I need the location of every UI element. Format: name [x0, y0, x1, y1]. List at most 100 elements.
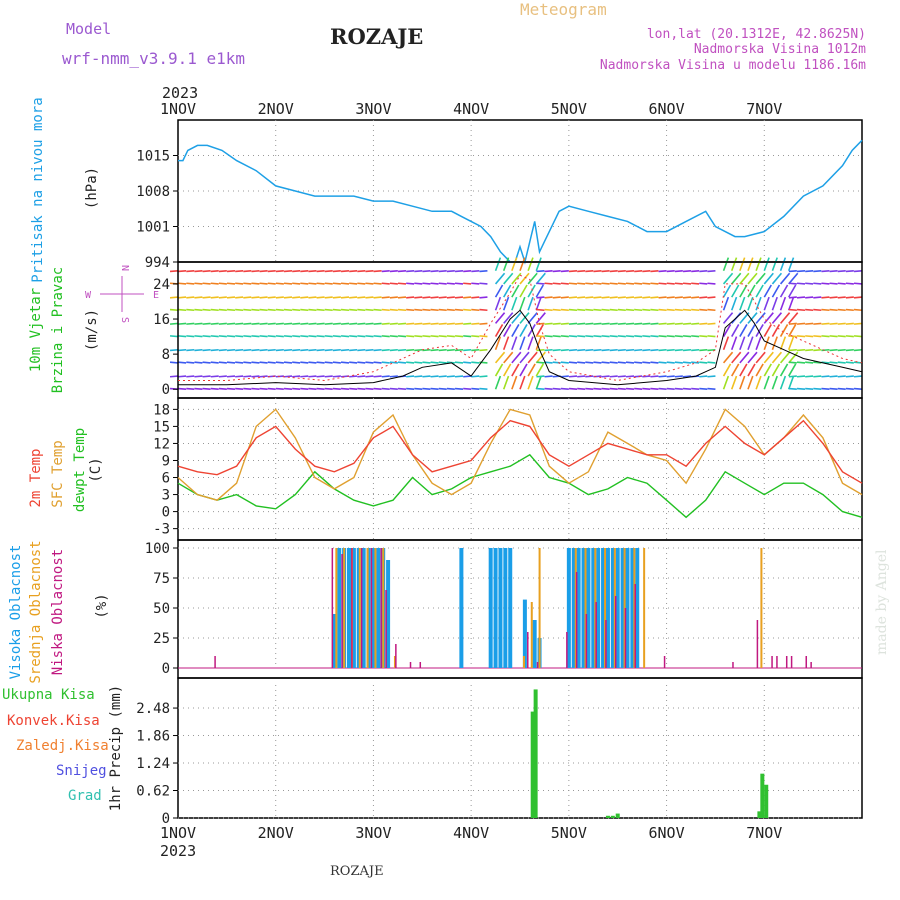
wind-arrow [251, 282, 260, 285]
wind-arrow [691, 308, 700, 312]
wind-arrow [617, 282, 626, 285]
wind-arrow [707, 269, 716, 273]
precip-bar [605, 815, 610, 818]
wind-arrow [316, 269, 325, 273]
wind-arrow [178, 269, 187, 273]
wind-arrow [202, 296, 211, 299]
wind-arrow [813, 308, 822, 312]
wind-arrow [218, 348, 227, 352]
wind-arrow [267, 322, 276, 325]
wind-arrow [666, 375, 675, 378]
wind-arrow [332, 282, 341, 285]
wind-arrow [471, 387, 480, 391]
cloud-bar [488, 548, 493, 668]
wind-arrow [585, 322, 594, 325]
wind-arrow [796, 348, 806, 352]
wind-arrow [422, 308, 431, 312]
wind-arrow [788, 312, 799, 324]
wind-arrow [243, 348, 252, 352]
wind-arrow [503, 272, 514, 285]
wind-arrow [300, 335, 309, 338]
wind-arrow [414, 348, 423, 352]
model-name: wrf-nmm_v3.9.1 e1km [62, 49, 245, 68]
wind-arrow [414, 269, 423, 273]
wind-arrow [691, 269, 700, 273]
wind-arrow [430, 387, 439, 391]
wind-arrow [747, 296, 754, 311]
wind-arrow [674, 296, 683, 299]
pressure-frame [177, 119, 863, 263]
wind-arrow [642, 322, 651, 325]
wind-arrow [218, 322, 227, 325]
wind-arrow [650, 282, 659, 285]
y-tick-label: 15 [153, 419, 170, 435]
wind-arrow [788, 351, 799, 364]
wind-arrow [438, 269, 447, 273]
wind-arrow [699, 296, 708, 299]
wind-arrow [332, 308, 341, 312]
wind-arrow [796, 335, 806, 338]
wind-arrow [601, 322, 610, 325]
wind-arrow [593, 348, 602, 352]
wind-arrow [845, 387, 854, 391]
wind-arrow [585, 308, 594, 312]
wind-arrow [202, 308, 211, 312]
wind-arrow [771, 324, 781, 337]
cloud-grid [178, 547, 862, 669]
wind-arrow [292, 308, 301, 312]
y-tick-label: 75 [153, 571, 170, 587]
wind-arrow [226, 269, 236, 273]
wind-arrow [235, 375, 244, 378]
wind-arrow [519, 284, 528, 298]
pressure-side-label: Pritisak na nivou mora [30, 97, 46, 282]
wind-arrow [650, 348, 659, 352]
wind-arrow [625, 322, 635, 325]
precip-frame [177, 677, 863, 819]
wind-arrow [536, 335, 545, 338]
wind-arrow [527, 375, 534, 390]
wind-arrow [218, 387, 227, 391]
wind-arrow [275, 348, 284, 352]
wind-arrow [577, 335, 586, 338]
wind-arrow [267, 282, 276, 285]
y-tick-label: 6 [162, 471, 170, 487]
wind-arrow [446, 308, 455, 312]
wind-arrow [357, 387, 366, 391]
wind-arrow [601, 308, 610, 312]
wind-arrow [202, 322, 211, 325]
precip-bar [615, 813, 620, 818]
wind-arrow [210, 375, 219, 378]
wind-arrow [552, 296, 561, 299]
wind-arrow [422, 335, 431, 338]
wind-arrow [389, 361, 398, 364]
wind-arrow [634, 322, 643, 325]
wind-arrow [544, 269, 553, 273]
legend-grad: Grad [68, 788, 102, 804]
wind-arrow [536, 361, 545, 364]
wind-arrow [316, 387, 325, 391]
wind-arrow [634, 282, 643, 285]
wind-arrow [511, 257, 518, 272]
wind-arrow [194, 335, 203, 338]
wind-arrow [722, 324, 732, 337]
wind-arrow [463, 375, 472, 378]
wind-arrow [519, 257, 526, 272]
wind-arrow [634, 296, 643, 299]
wind-arrow [373, 387, 382, 391]
cloud-bar [585, 614, 588, 668]
wind-arrow [194, 269, 203, 273]
wind-arrow [178, 282, 187, 285]
wind-arrow [739, 351, 750, 364]
wind-arrow [707, 387, 716, 391]
wind-arrow [446, 348, 455, 352]
wind-arrow [845, 269, 854, 273]
wind-arrow [634, 387, 643, 391]
y-tick-label: 9 [162, 453, 170, 469]
precip-bar [757, 811, 762, 818]
wind-arrow [568, 269, 578, 273]
wind-arrow [642, 282, 651, 285]
wind-arrow [805, 282, 814, 285]
wind-arrow [438, 335, 447, 338]
wind-arrow [430, 375, 439, 378]
wind-arrow [308, 322, 317, 325]
